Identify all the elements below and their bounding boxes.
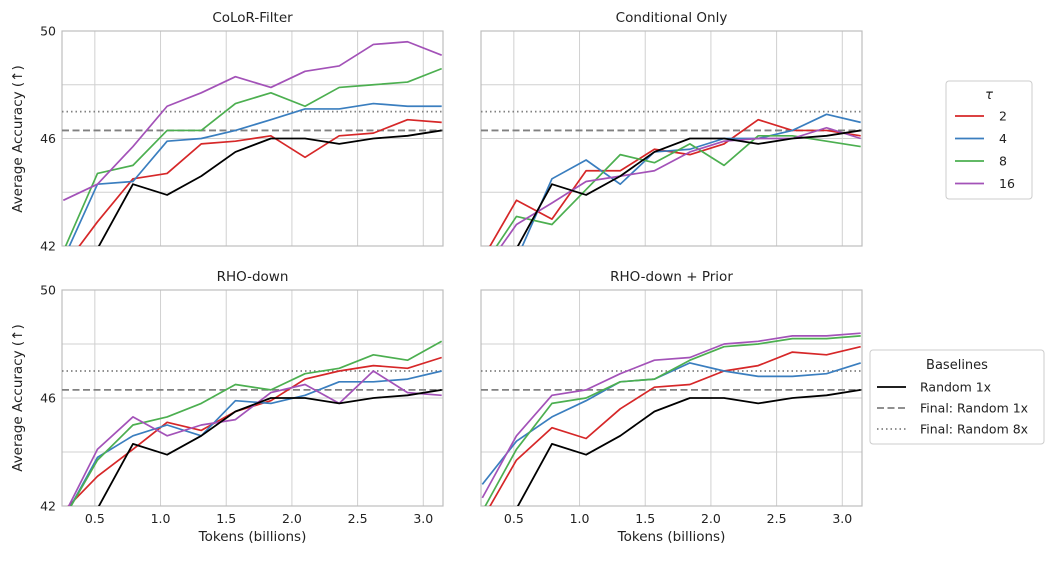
series-line-tau-16	[62, 40, 443, 202]
plot-area	[62, 40, 443, 246]
plot-area	[481, 110, 862, 246]
x-tick-label: 1.5	[635, 511, 655, 526]
x-tick-label: 2.5	[767, 511, 787, 526]
tau-legend-label: 4	[999, 131, 1007, 146]
baselines-legend-label: Final: Random 8x	[920, 422, 1028, 437]
series-line-tau-2	[78, 118, 442, 246]
series-line-tau-16	[67, 370, 442, 506]
y-tick-label: 50	[40, 283, 56, 298]
y-tick-label: 46	[40, 391, 56, 406]
plot-area	[481, 332, 862, 506]
x-tick-label: 1.0	[570, 511, 590, 526]
x-tick-label: 2.0	[701, 511, 721, 526]
baselines-legend: Baselines Random 1x Final: Random 1x Final:…	[869, 349, 1045, 445]
x-tick-label: 1.0	[151, 511, 171, 526]
x-tick-label: 0.5	[504, 511, 524, 526]
x-tick-label: 3.0	[413, 511, 433, 526]
y-tick-label: 50	[40, 24, 56, 39]
series-line-tau-2	[489, 345, 861, 506]
series-line-tau-4	[521, 113, 861, 246]
series-line-tau-2	[489, 118, 861, 246]
tau-legend-label: 16	[999, 176, 1015, 191]
series-line-tau-16	[481, 332, 861, 499]
baselines-legend-box	[869, 349, 1045, 445]
tau-legend-box	[945, 80, 1033, 200]
plot-area	[62, 340, 443, 506]
y-axis-title-top: Average Accuracy (↑)	[10, 65, 26, 213]
baselines-legend-label: Final: Random 1x	[920, 401, 1028, 416]
panel-title: Conditional Only	[616, 10, 728, 26]
panel-title: RHO-down + Prior	[610, 269, 733, 285]
panel-1: CoLoR-Filter 42 46 50	[40, 10, 444, 254]
series-line-tau-8	[484, 335, 861, 506]
series-line-random-1x	[97, 129, 442, 246]
y-tick-label: 42	[40, 499, 56, 514]
panel-frame	[61, 289, 444, 507]
panel-frame	[61, 30, 444, 247]
x-axis-title: Tokens (billions)	[617, 529, 726, 545]
series-line-tau-8	[70, 340, 443, 506]
x-tick-label: 2.0	[282, 511, 302, 526]
series-line-tau-8	[64, 67, 443, 246]
panel-frame	[480, 289, 863, 507]
panels-group: CoLoR-Filter 42 46 50 Conditional Only RHO-do…	[40, 10, 863, 545]
panel-3: RHO-down 42 46 50 0.5 1.0 1.5 2.0 2.5 3.0 Tokens (…	[40, 269, 444, 545]
x-tick-label: 0.5	[85, 511, 105, 526]
x-axis-title: Tokens (billions)	[198, 529, 307, 545]
series-line-tau-4	[69, 370, 442, 506]
panel-2: Conditional Only	[480, 10, 863, 247]
series-line-random-1x	[516, 129, 861, 246]
series-line-random-1x	[516, 389, 861, 506]
series-line-tau-8	[495, 134, 861, 246]
panel-title: RHO-down	[217, 269, 289, 285]
panel-title: CoLoR-Filter	[212, 10, 293, 26]
y-tick-label: 42	[40, 239, 56, 254]
x-tick-label: 3.0	[832, 511, 852, 526]
baselines-legend-title: Baselines	[926, 358, 988, 373]
panel-frame	[480, 30, 863, 247]
y-axis-title-bottom: Average Accuracy (↑)	[10, 324, 26, 472]
series-line-tau-16	[500, 126, 861, 246]
series-line-random-1x	[97, 389, 442, 506]
baselines-legend-label: Random 1x	[920, 380, 991, 395]
series-line-tau-4	[481, 362, 861, 485]
tau-legend-title: τ	[985, 88, 993, 103]
x-tick-label: 2.5	[348, 511, 368, 526]
tau-legend-label: 8	[999, 154, 1007, 169]
x-tick-label: 1.5	[216, 511, 236, 526]
y-tick-label: 46	[40, 131, 56, 146]
tau-legend-label: 2	[999, 109, 1007, 124]
panel-4: RHO-down + Prior 0.5 1.0 1.5 2.0 2.5 3.0 Tokens…	[480, 269, 863, 545]
series-line-tau-4	[68, 102, 442, 246]
tau-legend: τ2 4 8 16	[945, 80, 1033, 200]
